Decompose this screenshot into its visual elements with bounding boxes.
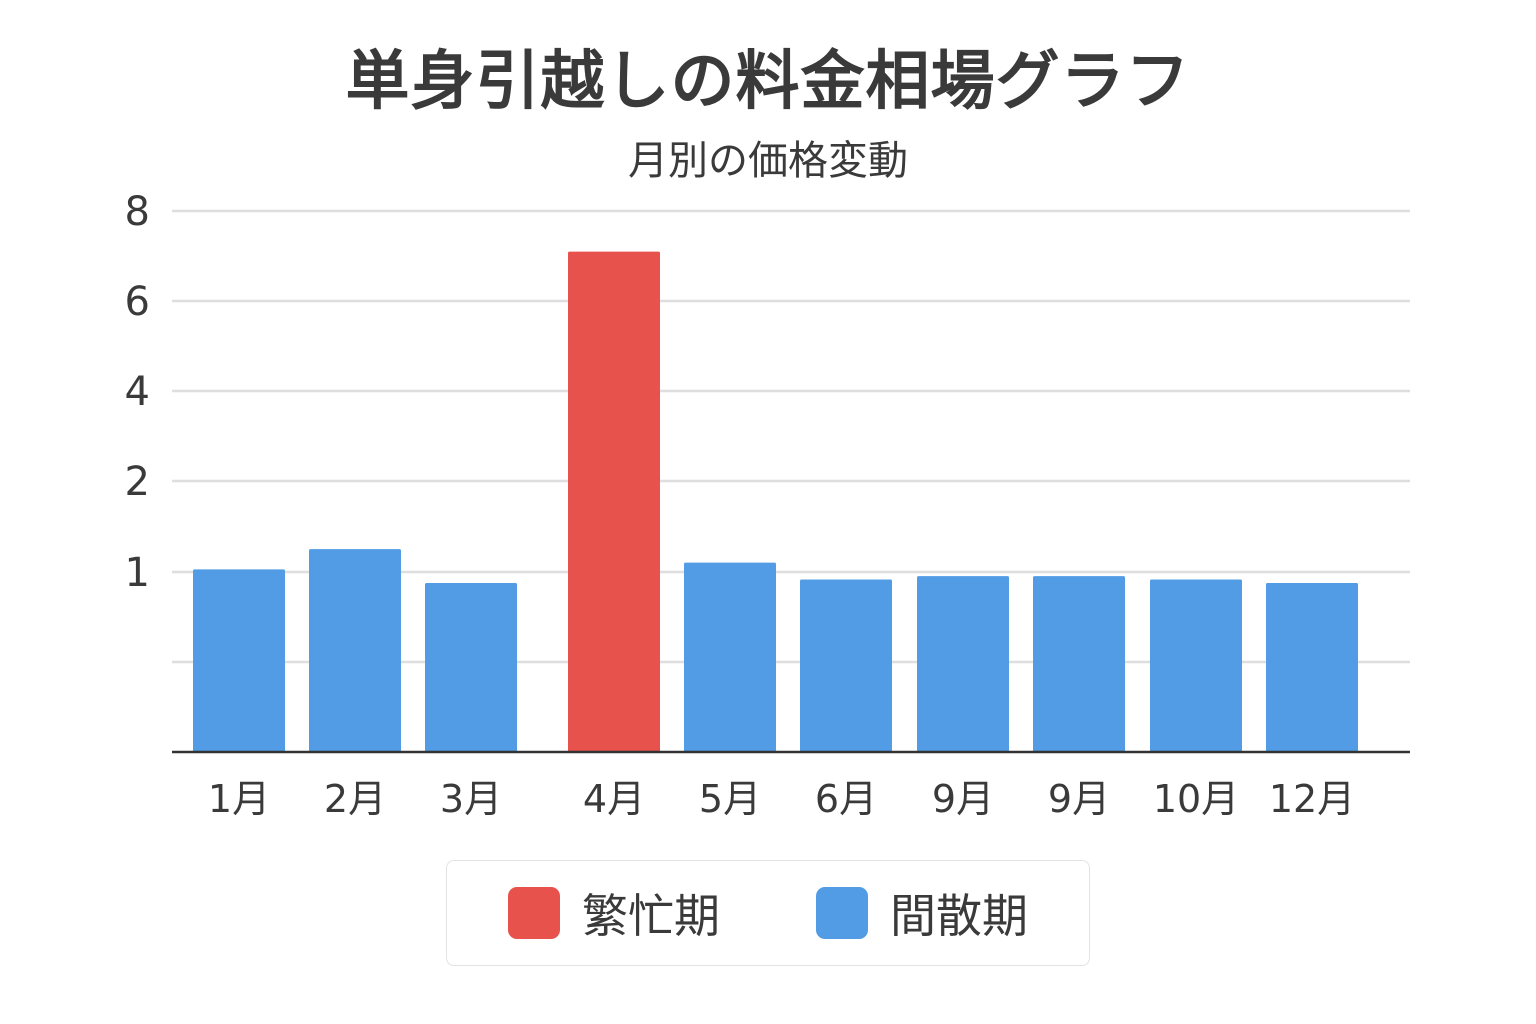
legend-label-busy: 繁忙期 bbox=[582, 889, 720, 943]
legend-label-offpeak: 間散期 bbox=[890, 889, 1028, 943]
bar bbox=[309, 549, 401, 752]
bar bbox=[684, 562, 776, 752]
x-tick-label: 1月 bbox=[208, 777, 270, 821]
y-tick-label: 6 bbox=[125, 279, 150, 325]
chart-legend: 繁忙期 間散期 bbox=[446, 860, 1090, 966]
x-tick-label: 9月 bbox=[1048, 777, 1110, 821]
bar bbox=[800, 579, 892, 752]
bar bbox=[568, 251, 660, 752]
legend-item-busy: 繁忙期 bbox=[508, 880, 720, 946]
x-tick-label: 5月 bbox=[699, 777, 761, 821]
y-tick-label: 1 bbox=[125, 550, 150, 596]
y-tick-label: 4 bbox=[125, 369, 150, 415]
x-tick-label: 10月 bbox=[1153, 777, 1239, 821]
bar bbox=[917, 576, 1009, 752]
x-tick-label: 2月 bbox=[324, 777, 386, 821]
bar bbox=[1266, 582, 1358, 752]
x-tick-label: 12月 bbox=[1269, 777, 1355, 821]
x-tick-label: 9月 bbox=[932, 777, 994, 821]
x-tick-label: 6月 bbox=[815, 777, 877, 821]
chart-subtitle: 月別の価格変動 bbox=[628, 138, 908, 184]
bar bbox=[1033, 576, 1125, 752]
legend-swatch-offpeak bbox=[816, 887, 868, 939]
bar bbox=[425, 582, 517, 752]
chart-title: 単身引越しの料金相場グラフ bbox=[345, 45, 1191, 119]
y-tick-label: 2 bbox=[125, 459, 150, 505]
legend-item-offpeak: 間散期 bbox=[816, 880, 1028, 946]
bar bbox=[1150, 579, 1242, 752]
x-tick-label: 3月 bbox=[440, 777, 502, 821]
legend-swatch-busy bbox=[508, 887, 560, 939]
bar bbox=[193, 569, 285, 752]
y-tick-label: 8 bbox=[125, 189, 150, 235]
x-tick-label: 4月 bbox=[583, 777, 645, 821]
